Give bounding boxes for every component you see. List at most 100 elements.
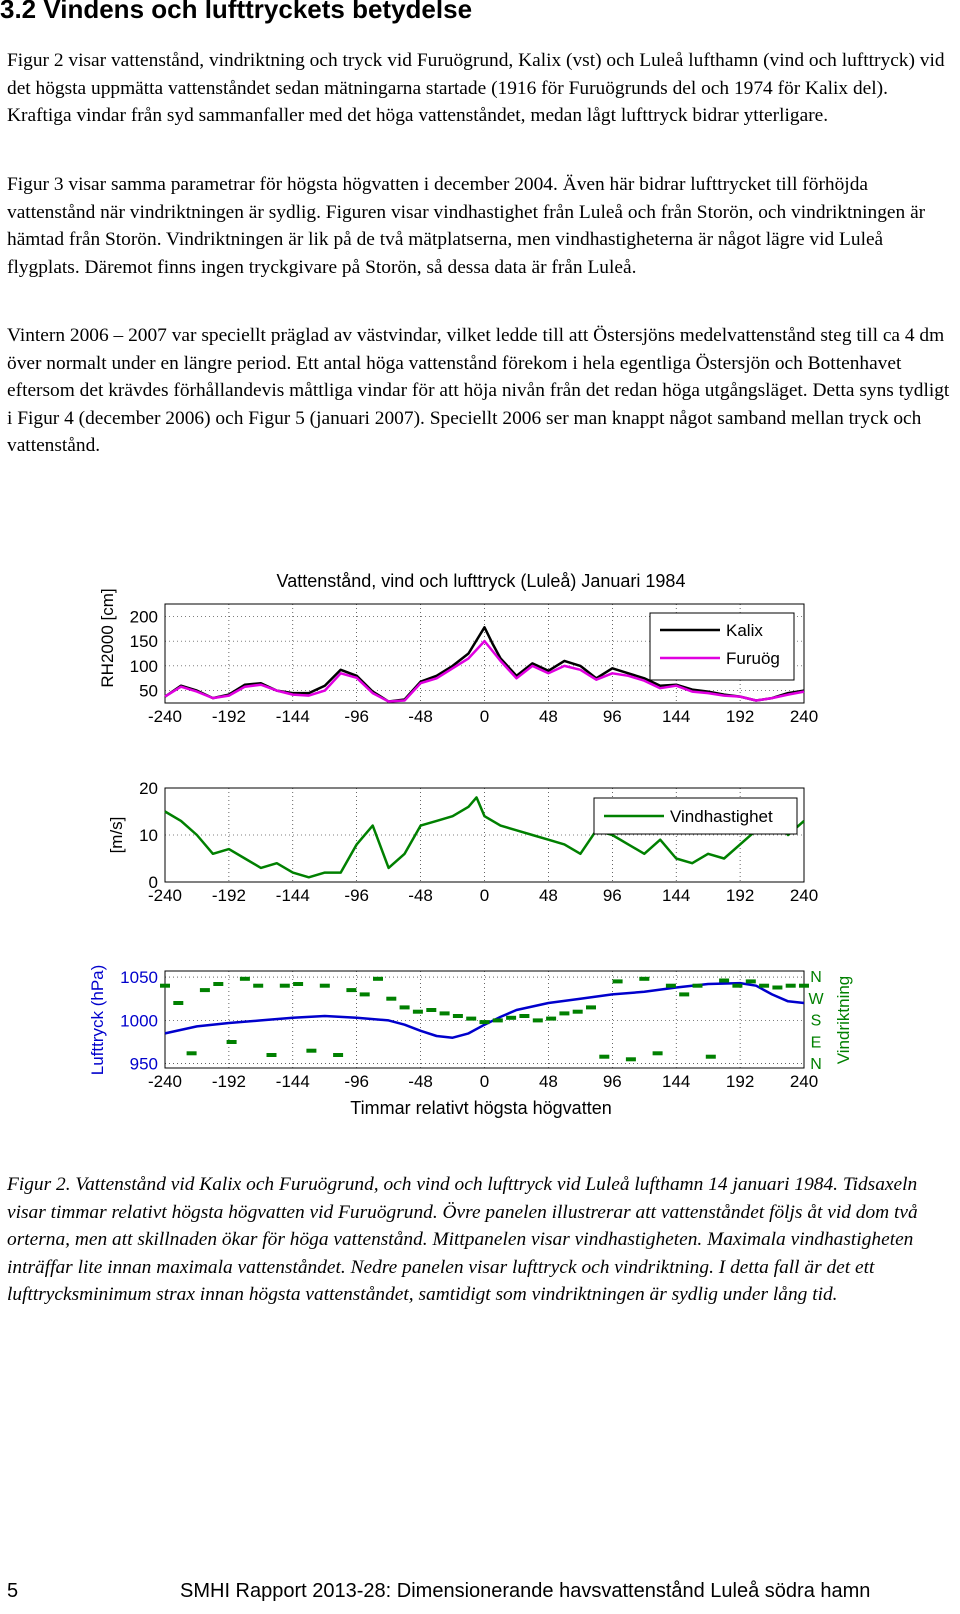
x-tick-label: -192	[212, 1072, 246, 1091]
x-tick-label: -48	[408, 707, 433, 726]
data-point-vindriktning	[306, 1048, 317, 1053]
y-tick-label: 950	[130, 1055, 158, 1074]
data-point-vindriktning	[572, 1009, 583, 1014]
panel-water-level: Vattenstånd, vind och lufttryck (Luleå) …	[98, 571, 818, 726]
y2-tick-label: W	[808, 991, 824, 1008]
x-axis-label: Timmar relativt högsta högvatten	[350, 1098, 611, 1118]
paragraph-3: Vintern 2006 – 2007 var speciellt prägla…	[7, 325, 950, 457]
x-tick-label: 192	[726, 886, 754, 905]
data-point-vindriktning	[452, 1014, 463, 1018]
y-axis-label: Lufttryck (hPa)	[88, 965, 107, 1076]
data-point-vindriktning	[466, 1016, 477, 1021]
data-point-vindriktning	[546, 1016, 557, 1021]
data-point-vindriktning	[160, 983, 170, 988]
data-point-vindriktning	[492, 1018, 503, 1023]
y-tick-label: 50	[139, 682, 158, 701]
data-point-vindriktning	[333, 1053, 344, 1057]
y-tick-label: 1000	[120, 1011, 158, 1030]
data-point-vindriktning	[772, 985, 783, 990]
data-point-vindriktning	[652, 1051, 663, 1056]
y2-tick-label: E	[811, 1034, 822, 1051]
report-title: SMHI Rapport 2013-28: Dimensionerande ha…	[180, 1580, 871, 1602]
panel-wind-speed: -240 -192 -144 -96 -48 0 48 96 144 192 240 20 10 0 […	[107, 779, 818, 905]
y-tick-label: 0	[149, 873, 158, 892]
data-point-vindriktning	[665, 983, 676, 988]
data-point-vindriktning	[293, 982, 304, 986]
legend-label-vindhastighet: Vindhastighet	[670, 807, 773, 826]
x-tick-label: -96	[344, 1072, 369, 1091]
y-tick-label: 150	[130, 632, 158, 651]
series-line-vindhastighet	[164, 796, 805, 879]
x-tick-label: 48	[539, 1072, 558, 1091]
x-tick-label: -192	[212, 886, 246, 905]
data-point-vindriktning	[359, 992, 370, 997]
series-line-lufttryck	[164, 981, 805, 1039]
data-point-vindriktning	[346, 988, 357, 993]
data-point-vindriktning	[759, 983, 770, 988]
x-tick-label: 0	[480, 1072, 489, 1091]
x-tick-label: 144	[662, 707, 690, 726]
data-point-vindriktning	[253, 983, 264, 988]
data-point-vindriktning	[625, 1057, 636, 1062]
data-point-vindriktning	[412, 1009, 423, 1014]
data-point-vindriktning	[506, 1015, 517, 1020]
paragraph-2: Figur 3 visar samma parametrar för högst…	[7, 174, 926, 278]
chart-title: Vattenstånd, vind och lufttryck (Luleå) …	[277, 571, 686, 591]
x-tick-label: 240	[790, 886, 818, 905]
data-point-vindriktning	[612, 979, 623, 984]
paragraph-1: Figur 2 visar vattenstånd, vindriktning …	[7, 50, 945, 127]
x-tick-label: 240	[790, 1072, 818, 1091]
x-tick-label: 192	[726, 1072, 754, 1091]
data-point-vindriktning	[519, 1014, 530, 1018]
data-point-vindriktning	[426, 1008, 437, 1012]
x-tick-label: -240	[148, 707, 182, 726]
x-tick-label: 96	[603, 707, 622, 726]
data-point-vindriktning	[745, 979, 756, 984]
data-point-vindriktning	[386, 996, 397, 1001]
y2-tick-label: N	[810, 969, 822, 986]
x-tick-label: 96	[603, 1072, 622, 1091]
x-tick-label: 0	[480, 707, 489, 726]
panel-pressure-direction: -240 -192 -144 -96 -48 0 48 96 144 192 240 1050 100…	[88, 965, 853, 1118]
section-heading: 3.2 Vindens och lufttryckets betydelse	[0, 0, 473, 24]
page-number: 5	[7, 1580, 19, 1602]
figure-caption: Figur 2. Vattenstånd vid Kalix och Furuö…	[7, 1174, 918, 1306]
x-tick-label: 48	[539, 707, 558, 726]
x-tick-label: 0	[480, 886, 489, 905]
y2-axis-label: Vindriktning	[834, 976, 853, 1065]
data-point-vindriktning	[279, 983, 290, 988]
x-tick-label: -48	[408, 886, 433, 905]
x-tick-label: -192	[212, 707, 246, 726]
data-point-vindriktning	[266, 1053, 277, 1057]
data-point-vindriktning	[705, 1054, 716, 1059]
data-point-vindriktning	[639, 976, 650, 981]
data-point-vindriktning	[799, 983, 809, 988]
x-tick-label: 144	[662, 886, 690, 905]
x-tick-label: -96	[344, 707, 369, 726]
data-point-vindriktning	[479, 1020, 490, 1025]
data-point-vindriktning	[559, 1011, 570, 1016]
x-tick-label: -240	[148, 1072, 182, 1091]
data-point-vindriktning	[679, 992, 690, 997]
x-tick-label: -144	[276, 886, 310, 905]
data-point-vindriktning	[532, 1018, 543, 1023]
data-point-vindriktning	[785, 983, 796, 988]
data-point-vindriktning	[399, 1005, 410, 1010]
x-tick-label: -240	[148, 886, 182, 905]
y-axis-label: RH2000 [cm]	[98, 588, 117, 687]
data-point-vindriktning	[319, 983, 330, 988]
legend-label-furuog: Furuög	[726, 649, 780, 668]
x-tick-label: 192	[726, 707, 754, 726]
data-point-vindriktning	[173, 1001, 184, 1005]
x-tick-label: 144	[662, 1072, 690, 1091]
data-point-vindriktning	[692, 983, 703, 988]
y-tick-label: 10	[139, 826, 158, 845]
legend: Kalix Furuög	[649, 612, 795, 681]
x-tick-label: 240	[790, 707, 818, 726]
legend-label-kalix: Kalix	[726, 621, 763, 640]
data-point-vindriktning	[226, 1040, 237, 1044]
y-tick-label: 20	[139, 779, 158, 798]
x-tick-label: -48	[408, 1072, 433, 1091]
figure-2-chart: Vattenstånd, vind och lufttryck (Luleå) …	[88, 571, 853, 1118]
data-point-vindriktning	[586, 1005, 596, 1010]
